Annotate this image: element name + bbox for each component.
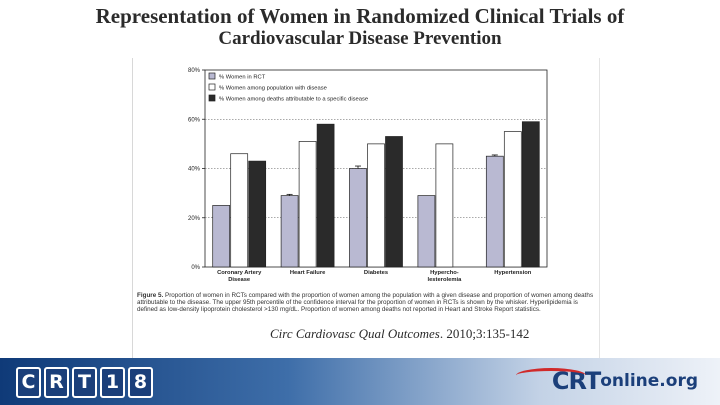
legend-label: % Women among population with disease	[219, 85, 327, 91]
legend-swatch	[208, 94, 216, 102]
y-tick-label: 0%	[191, 265, 200, 271]
crt18-logo-letter: 8	[128, 367, 153, 398]
y-tick-label: 20%	[188, 216, 201, 222]
bar	[521, 121, 540, 268]
bar	[212, 205, 231, 268]
y-tick-label: 60%	[188, 117, 201, 123]
x-tick-label: Heart Failure	[290, 270, 326, 276]
figure-caption: Figure 5. Proportion of women in RCTs co…	[137, 292, 595, 314]
crtonline-logo-online: online.org	[600, 371, 698, 391]
bar	[503, 131, 522, 268]
y-tick-label: 40%	[188, 167, 201, 173]
footer-bar: C R T 1 8 CRT online.org	[0, 358, 720, 405]
bar	[298, 141, 317, 268]
crt18-logo-letter: T	[72, 367, 97, 398]
legend-label: % Women in RCT	[219, 74, 266, 80]
bar	[367, 143, 385, 268]
caption-label: Figure 5.	[137, 292, 164, 299]
bar	[435, 143, 454, 268]
crt18-logo: C R T 1 8	[16, 367, 153, 398]
crtonline-logo: CRT online.org	[516, 366, 698, 396]
caption-text: Proportion of women in RCTs compared wit…	[137, 292, 594, 314]
bar	[485, 155, 504, 268]
legend-label: % Women among deaths attributable to a s…	[219, 96, 368, 102]
y-tick-label: 80%	[188, 68, 201, 74]
x-tick-label: Hypercho-	[430, 270, 459, 276]
crt18-logo-letter: C	[16, 367, 41, 398]
bar	[316, 123, 335, 268]
citation: Circ Cardiovasc Qual Outcomes. 2010;3:13…	[270, 326, 529, 342]
citation-ref: . 2010;3:135-142	[439, 326, 530, 341]
x-tick-label: Diabetes	[364, 270, 388, 276]
x-tick-label: Disease	[228, 277, 251, 283]
x-tick-label: Coronary Artery	[217, 270, 262, 276]
bar	[280, 195, 299, 268]
bar	[230, 153, 249, 268]
slide-title-line2: Cardiovascular Disease Prevention	[218, 28, 502, 49]
crt18-logo-letter: R	[44, 367, 69, 398]
bar	[417, 195, 436, 268]
legend-swatch	[208, 83, 216, 91]
bar	[349, 168, 367, 268]
citation-journal: Circ Cardiovasc Qual Outcomes	[270, 326, 440, 341]
slide-title-line1: Representation of Women in Randomized Cl…	[95, 4, 625, 28]
legend-swatch	[208, 72, 216, 80]
swoosh-icon	[516, 368, 586, 383]
bar	[248, 160, 267, 268]
slide-title: Representation of Women in Randomized Cl…	[0, 4, 720, 50]
bar	[385, 136, 403, 268]
x-tick-label: Hypertension	[494, 270, 532, 276]
x-tick-label: lesterolemia	[427, 277, 462, 283]
crt18-logo-letter: 1	[100, 367, 125, 398]
